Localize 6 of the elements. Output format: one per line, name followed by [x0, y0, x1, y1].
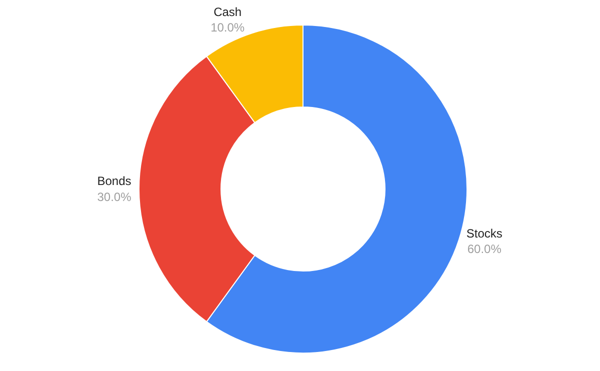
slice-label: Bonds [97, 174, 132, 188]
data-label: 10.0% [210, 20, 245, 34]
slice-label: Stocks [466, 226, 502, 240]
slice-label: Cash [214, 4, 242, 19]
data-label: 30.0% [97, 190, 132, 204]
data-label: 60.0% [467, 242, 502, 256]
